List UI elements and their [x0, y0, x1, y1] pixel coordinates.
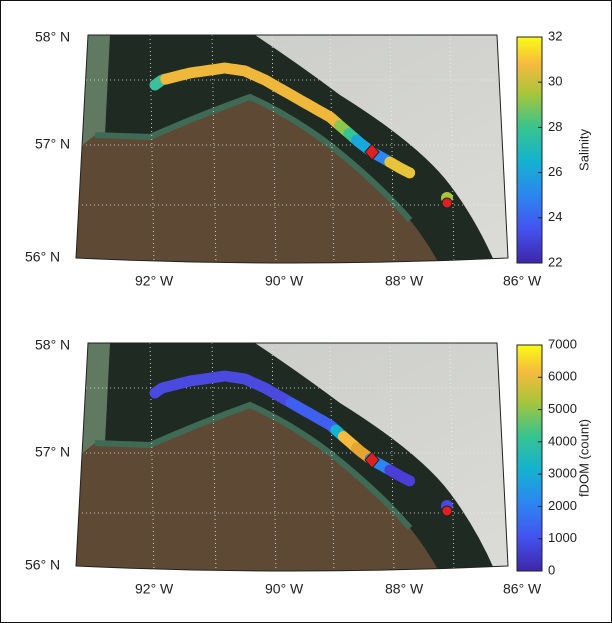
- colorbar-tick-label: 4000: [548, 433, 577, 448]
- lon-label: 88° W: [385, 273, 424, 289]
- colorbar-tick-label: 0: [548, 562, 555, 577]
- colorbar-tick-label: 5000: [548, 401, 577, 416]
- lat-label: 57° N: [35, 444, 70, 460]
- lon-label: 90° W: [265, 273, 304, 289]
- lon-label: 86° W: [503, 273, 542, 289]
- colorbar-tick-label: 24: [548, 209, 562, 224]
- colorbar-tick-label: 30: [548, 74, 562, 89]
- colorbar-label: Salinity: [576, 129, 591, 171]
- colorbar-gradient: [517, 37, 542, 263]
- colorbar-tick-label: 7000: [548, 336, 577, 351]
- track-point: [404, 167, 415, 178]
- station-circle: [442, 198, 452, 208]
- lat-label: 57° N: [35, 136, 70, 152]
- colorbar-gradient: [517, 345, 542, 571]
- lon-label: 88° W: [385, 581, 424, 597]
- lon-label: 92° W: [135, 273, 174, 289]
- colorbar-tick-label: 1000: [548, 530, 577, 545]
- map: [70, 343, 520, 583]
- lat-label: 56° N: [25, 557, 60, 573]
- colorbar-tick-label: 28: [548, 119, 562, 134]
- colorbar-tick-label: 26: [548, 164, 562, 179]
- figure: 58° N 57° N 56° N 92° W 90° W 88° W 86° W 22 24 2…: [0, 0, 612, 623]
- map: [70, 35, 520, 275]
- colorbar-tick-label: 6000: [548, 369, 577, 384]
- colorbar-label: fDOM (count): [576, 419, 591, 497]
- colorbar-tick-label: 2000: [548, 498, 577, 513]
- colorbar-tick-label: 32: [548, 28, 562, 43]
- lat-label: 58° N: [35, 337, 70, 353]
- lon-label: 86° W: [503, 581, 542, 597]
- lon-label: 92° W: [135, 581, 174, 597]
- colorbar-tick-label: 22: [548, 254, 562, 269]
- lon-label: 90° W: [265, 581, 304, 597]
- lat-label: 58° N: [35, 29, 70, 45]
- colorbar-tick-label: 3000: [548, 466, 577, 481]
- lat-label: 56° N: [25, 249, 60, 265]
- station-circle: [442, 506, 452, 516]
- track-point: [404, 475, 415, 486]
